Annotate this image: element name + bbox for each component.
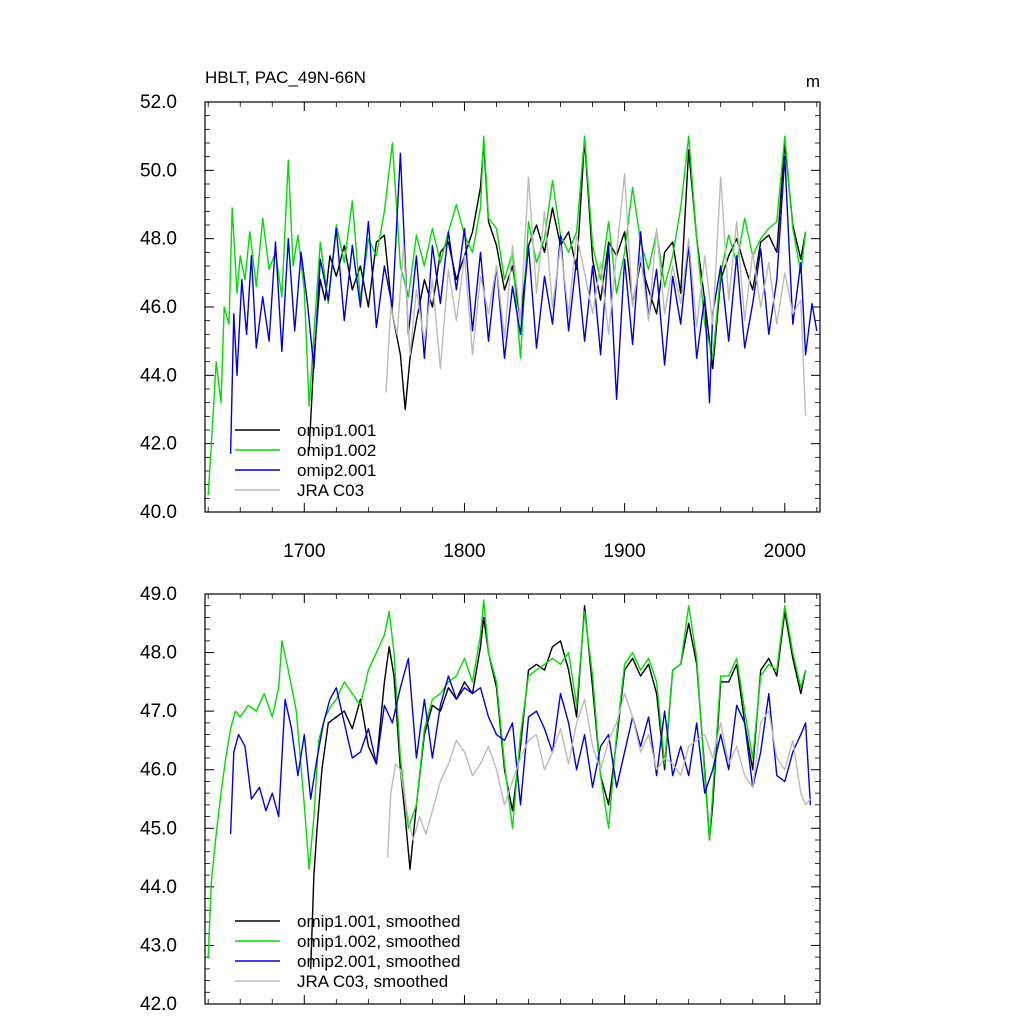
bottom-axis-ticks: 42.0 43.0 44.0 45.0 46.0 47.0 48.0 49.0 <box>140 584 820 1015</box>
y-tick-label: 46.0 <box>140 297 177 318</box>
y-tick-label: 40.0 <box>140 502 177 523</box>
chart-title: HBLT, PAC_49N-66N <box>205 68 366 87</box>
series-line-omip1-001 <box>308 138 807 451</box>
y-tick-label: 52.0 <box>140 92 177 113</box>
series-line-omip2-001-smoothed <box>229 657 812 835</box>
y-tick-label: 42.0 <box>140 434 177 455</box>
legend-label: JRA C03, smoothed <box>297 972 448 991</box>
series-line-omip1-002-smoothed <box>207 599 807 958</box>
y-tick-label: 47.0 <box>140 701 177 722</box>
legend-label: omip1.001, smoothed <box>297 912 461 931</box>
top-axis-ticks: 40.0 42.0 44.0 46.0 48.0 50.0 52.0 1700 1800 1900… <box>140 92 820 562</box>
bottom-series-lines <box>207 599 812 969</box>
series-line-omip2-001 <box>229 152 818 454</box>
legend-label: omip2.001, smoothed <box>297 952 461 971</box>
bottom-plot-frame <box>204 593 821 1005</box>
x-tick-label: 1800 <box>443 541 485 562</box>
units-label: m <box>806 72 820 91</box>
legend-label: omip2.001 <box>297 461 376 480</box>
y-tick-label: 45.0 <box>140 818 177 839</box>
y-tick-label: 46.0 <box>140 760 177 781</box>
y-tick-label: 50.0 <box>140 160 177 181</box>
top-series-lines <box>207 135 818 495</box>
y-tick-label: 44.0 <box>140 365 177 386</box>
x-tick-label: 2000 <box>764 541 806 562</box>
y-tick-label: 43.0 <box>140 935 177 956</box>
x-tick-label: 1700 <box>283 541 325 562</box>
series-line-jra-c03-smoothed <box>386 692 811 858</box>
y-tick-label: 48.0 <box>140 229 177 250</box>
legend-label: JRA C03 <box>297 481 364 500</box>
x-tick-label: 1900 <box>603 541 645 562</box>
y-tick-label: 44.0 <box>140 877 177 898</box>
series-line-jra-c03 <box>385 173 807 417</box>
y-tick-label: 48.0 <box>140 643 177 664</box>
legend-label: omip1.002, smoothed <box>297 932 461 951</box>
y-tick-label: 49.0 <box>140 584 177 605</box>
y-tick-label: 42.0 <box>140 994 177 1015</box>
legend-label: omip1.002 <box>297 441 376 460</box>
legend-label: omip1.001 <box>297 421 376 440</box>
